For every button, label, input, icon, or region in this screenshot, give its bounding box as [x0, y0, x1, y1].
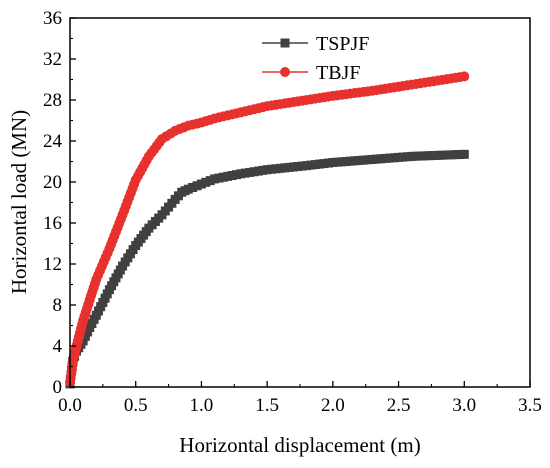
legend-marker-tspjf [280, 38, 290, 48]
legend-item-tbjf: TBJF [262, 62, 360, 84]
x-tick-label: 3.5 [518, 395, 542, 416]
series-line-tbjf [69, 75, 465, 382]
x-tick-label: 2.5 [387, 395, 411, 416]
y-tick-label: 32 [43, 49, 62, 70]
y-tick-label: 20 [43, 172, 62, 193]
legend: TSPJF TBJF [262, 33, 369, 84]
data-point-tbjf [459, 71, 470, 82]
x-tick-label: 3.0 [452, 395, 476, 416]
legend-item-tspjf: TSPJF [262, 33, 369, 55]
data-point-tspjf [459, 149, 469, 159]
y-tick-label: 16 [43, 213, 62, 234]
y-tick-label: 28 [43, 90, 62, 111]
x-tick-label: 2.0 [321, 395, 345, 416]
y-tick-label: 24 [43, 131, 63, 152]
legend-label-tspjf: TSPJF [316, 33, 369, 55]
ticks-layer: 0.0 0.5 1.0 1.5 2.0 2.5 3.0 3.5 0 4 8 12 16 20 24 28 32 3… [43, 8, 542, 416]
x-tick-label: 1.5 [255, 395, 279, 416]
y-axis-title: Horizontal load (MN) [7, 110, 31, 294]
series-layer [65, 71, 470, 389]
series-tspjf [65, 149, 469, 389]
legend-marker-tbjf [280, 67, 290, 77]
y-tick-label: 4 [53, 336, 63, 357]
y-tick-label: 36 [43, 8, 62, 29]
y-tick-label: 8 [53, 295, 63, 316]
x-tick-label: 0.0 [58, 395, 82, 416]
x-tick-label: 1.0 [190, 395, 214, 416]
series-tbjf [65, 71, 470, 387]
x-tick-label: 0.5 [124, 395, 148, 416]
y-tick-label: 0 [53, 377, 63, 398]
legend-label-tbjf: TBJF [316, 62, 360, 84]
x-axis-title: Horizontal displacement (m) [179, 433, 420, 457]
y-tick-label: 12 [43, 254, 62, 275]
